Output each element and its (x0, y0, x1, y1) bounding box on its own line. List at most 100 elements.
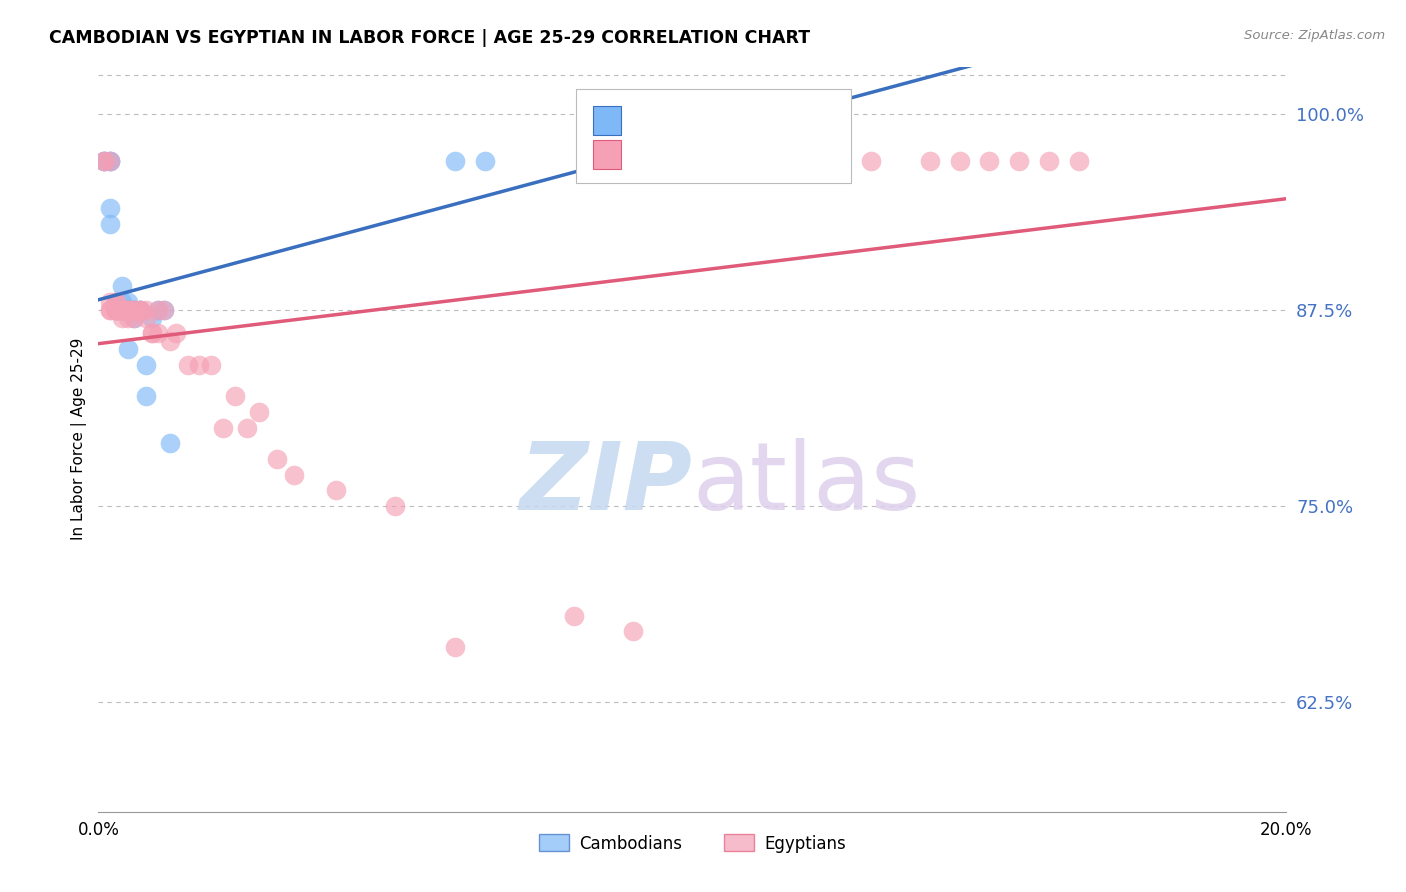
Point (146, 302, 169, 317)
Point (117, 295, 139, 310)
Point (474, 153, 496, 168)
Point (165, 326, 187, 341)
Point (98, 295, 121, 310)
Point (236, 420, 259, 434)
Point (141, 310, 163, 325)
Point (117, 302, 139, 317)
Y-axis label: In Labor Force | Age 25-29: In Labor Force | Age 25-29 (72, 338, 87, 541)
Point (111, 302, 134, 317)
Point (122, 302, 145, 317)
Point (152, 302, 174, 317)
Point (224, 389, 246, 403)
Point (111, 302, 134, 317)
Point (146, 302, 169, 317)
Point (93, 153, 115, 168)
Point (117, 302, 139, 317)
Point (111, 302, 134, 317)
Point (98, 302, 121, 317)
Point (98, 217, 121, 231)
Point (93, 153, 115, 168)
Point (1008, 153, 1031, 168)
Point (129, 302, 152, 317)
Point (135, 302, 157, 317)
Point (129, 302, 152, 317)
Point (135, 389, 157, 403)
Point (105, 302, 128, 317)
Point (1038, 153, 1060, 168)
Point (443, 153, 465, 168)
Point (621, 624, 644, 639)
Point (141, 326, 163, 341)
Point (146, 326, 169, 341)
Point (979, 153, 1001, 168)
Point (920, 153, 942, 168)
Point (1067, 153, 1090, 168)
Text: Source: ZipAtlas.com: Source: ZipAtlas.com (1244, 29, 1385, 43)
Point (117, 302, 139, 317)
Text: atlas: atlas (692, 438, 921, 530)
Point (105, 295, 128, 310)
Text: R = 0.236   N = 34: R = 0.236 N = 34 (634, 112, 818, 129)
Point (800, 153, 823, 168)
Point (105, 302, 128, 317)
Point (384, 499, 406, 513)
Point (111, 302, 134, 317)
Point (111, 295, 134, 310)
Point (93, 153, 115, 168)
Point (105, 302, 128, 317)
Point (122, 302, 145, 317)
Point (117, 302, 139, 317)
Point (111, 310, 134, 325)
Point (562, 608, 585, 623)
Point (135, 358, 157, 372)
Point (325, 483, 347, 498)
Point (122, 302, 145, 317)
Point (122, 310, 145, 325)
Point (122, 302, 145, 317)
Point (117, 310, 139, 325)
Legend: Cambodians, Egyptians: Cambodians, Egyptians (533, 828, 852, 859)
Point (200, 358, 222, 372)
Point (98, 153, 121, 168)
Point (98, 302, 121, 317)
Point (117, 302, 139, 317)
Point (247, 405, 270, 419)
Point (741, 153, 763, 168)
Point (105, 302, 128, 317)
Point (105, 302, 128, 317)
Point (122, 310, 145, 325)
Point (129, 302, 152, 317)
Point (111, 302, 134, 317)
Point (117, 342, 139, 356)
Point (105, 302, 128, 317)
Point (159, 334, 181, 349)
Point (141, 326, 163, 341)
Text: ZIP: ZIP (520, 438, 692, 530)
Point (93, 153, 115, 168)
Point (443, 640, 465, 654)
Point (159, 436, 181, 450)
Point (152, 302, 174, 317)
Point (111, 302, 134, 317)
Point (105, 302, 128, 317)
Point (105, 295, 128, 310)
Point (129, 302, 152, 317)
Point (188, 358, 211, 372)
Point (681, 153, 703, 168)
Point (105, 295, 128, 310)
Point (212, 420, 235, 434)
Point (176, 358, 198, 372)
Point (98, 201, 121, 215)
Point (266, 451, 288, 466)
Point (283, 467, 305, 482)
Point (859, 153, 882, 168)
Text: CAMBODIAN VS EGYPTIAN IN LABOR FORCE | AGE 25-29 CORRELATION CHART: CAMBODIAN VS EGYPTIAN IN LABOR FORCE | A… (49, 29, 810, 47)
Point (111, 302, 134, 317)
Point (117, 302, 139, 317)
Point (98, 153, 121, 168)
Point (135, 310, 157, 325)
Point (949, 153, 972, 168)
Point (111, 279, 134, 293)
Text: R = 0.393   N = 58: R = 0.393 N = 58 (634, 145, 818, 163)
Point (98, 153, 121, 168)
